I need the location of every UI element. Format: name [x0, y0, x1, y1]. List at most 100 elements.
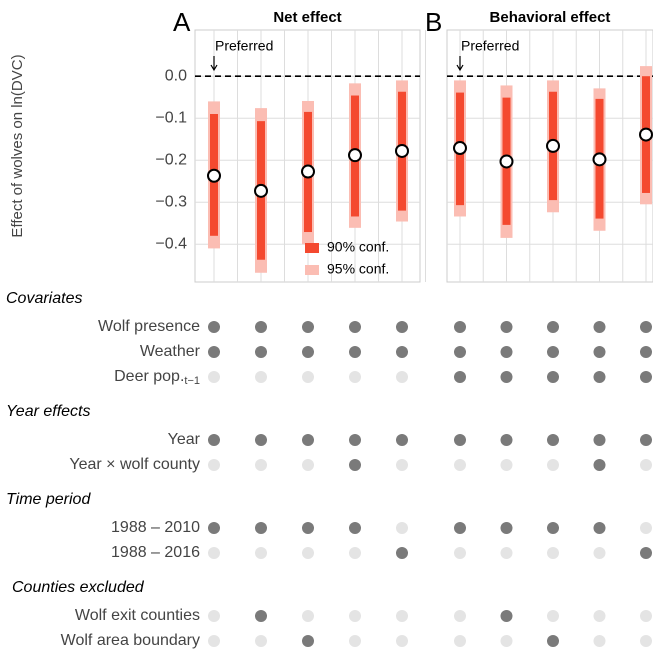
row-label-text: Wolf exit counties: [75, 607, 200, 624]
spec-dot: [593, 321, 606, 333]
group-title: Counties excluded: [12, 579, 145, 596]
spec-dot: [302, 459, 314, 471]
spec-dot: [640, 321, 652, 333]
spec-dot: [208, 547, 220, 559]
spec-dot: [593, 371, 606, 383]
spec-dot: [500, 346, 513, 358]
panel-title: Behavioral effect: [490, 9, 611, 26]
row-label-text: Weather: [140, 343, 201, 360]
spec-dot: [593, 346, 606, 358]
spec-dot: [302, 371, 314, 383]
spec-dot: [640, 522, 652, 534]
spec-dot: [547, 321, 559, 333]
group-title: Year effects: [6, 403, 91, 420]
row-label: 1988 – 2016: [111, 544, 200, 561]
spec-dot: [500, 522, 513, 534]
spec-dot: [349, 547, 361, 559]
spec-dot: [547, 522, 559, 534]
spec-dot: [547, 434, 559, 446]
annotation: Preferred: [461, 38, 519, 54]
spec-dot: [547, 547, 559, 559]
point-estimate: [546, 138, 560, 153]
spec-dot: [396, 321, 408, 333]
spec-dot: [349, 371, 361, 383]
spec-dot: [208, 321, 220, 333]
spec-dot: [302, 610, 314, 622]
panel-label: B: [425, 7, 442, 37]
spec-dot: [349, 459, 361, 471]
spec-dot: [640, 459, 652, 471]
y-tick-label: −0.4: [155, 235, 187, 252]
spec-dot: [396, 547, 408, 559]
spec-dot: [547, 635, 559, 647]
spec-dot: [500, 371, 513, 383]
spec-dot: [454, 434, 466, 446]
spec-dot: [593, 459, 606, 471]
spec-dot: [593, 547, 606, 559]
legend-swatch: [305, 243, 319, 253]
spec-dot: [640, 635, 652, 647]
panel-title: Net effect: [273, 9, 341, 26]
spec-dot: [547, 610, 559, 622]
point-estimate: [207, 168, 221, 183]
legend-swatch: [305, 265, 319, 275]
spec-dot: [302, 547, 314, 559]
spec-dot: [302, 635, 314, 647]
spec-dot: [255, 346, 267, 358]
spec-dot: [255, 547, 267, 559]
spec-dot: [302, 522, 314, 534]
point-estimate: [453, 141, 467, 156]
point-estimate: [639, 127, 653, 142]
row-label-text: Deer pop.: [114, 368, 184, 385]
spec-dot: [454, 610, 466, 622]
spec-dot: [302, 346, 314, 358]
spec-dot: [349, 434, 361, 446]
spec-dot: [396, 434, 408, 446]
spec-dot: [396, 346, 408, 358]
spec-dot: [454, 522, 466, 534]
spec-dot: [255, 522, 267, 534]
row-label: Deer pop.t−1: [114, 368, 200, 387]
annotation: Preferred: [215, 38, 273, 54]
spec-dot: [500, 610, 513, 622]
spec-dot: [302, 434, 314, 446]
spec-dot: [302, 321, 314, 333]
spec-dot: [500, 434, 513, 446]
point-estimate: [499, 154, 514, 169]
spec-dot: [547, 371, 559, 383]
spec-dot: [593, 610, 606, 622]
row-label: 1988 – 2010: [111, 519, 200, 536]
spec-dot: [454, 635, 466, 647]
spec-dot: [500, 547, 513, 559]
spec-dot: [396, 522, 408, 534]
spec-dot: [208, 522, 220, 534]
spec-dot: [396, 635, 408, 647]
point-estimate: [301, 164, 315, 179]
spec-dot: [593, 635, 606, 647]
row-label-text: 1988 – 2016: [111, 544, 200, 561]
spec-dot: [500, 321, 513, 333]
spec-dot: [454, 371, 466, 383]
spec-dot: [208, 434, 220, 446]
y-tick-label: −0.2: [155, 151, 187, 168]
point-estimate: [592, 152, 607, 167]
spec-dot: [454, 547, 466, 559]
spec-dot: [255, 371, 267, 383]
row-label-text: Wolf area boundary: [61, 632, 200, 649]
legend-label: 90% conf.: [327, 239, 389, 255]
spec-dot: [349, 346, 361, 358]
panel-label: A: [173, 7, 191, 37]
row-label: Year: [168, 431, 201, 448]
annotation-arrow: [210, 56, 218, 72]
spec-dot: [255, 434, 267, 446]
spec-dot: [349, 610, 361, 622]
row-label-subscript: t−1: [184, 375, 200, 387]
spec-dot: [454, 346, 466, 358]
point-estimate: [254, 183, 268, 198]
annotation-arrow: [456, 56, 464, 72]
spec-dot: [454, 459, 466, 471]
y-tick-label: −0.1: [155, 109, 187, 126]
spec-dot: [593, 522, 606, 534]
spec-dot: [593, 434, 606, 446]
point-estimate: [395, 143, 409, 158]
